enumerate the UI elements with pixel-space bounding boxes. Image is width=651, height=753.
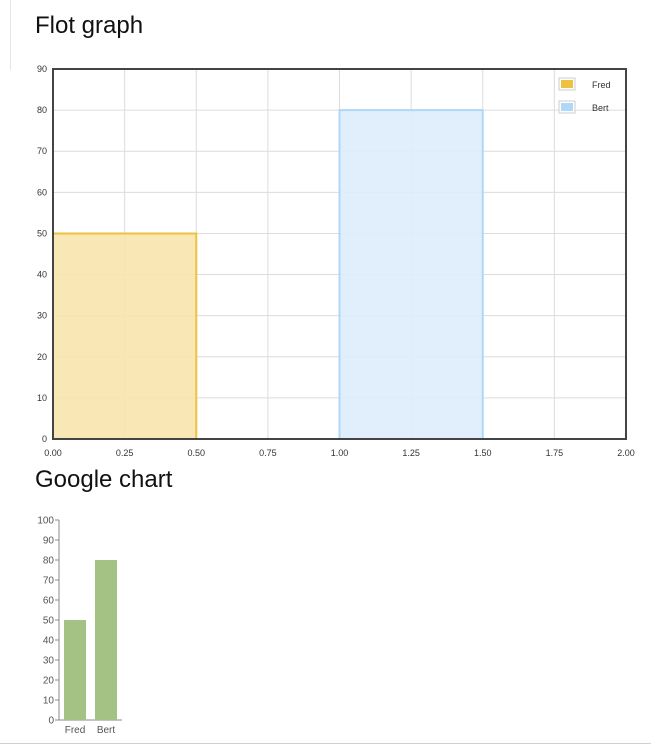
flot-x-tick-label: 1.00 [331, 448, 349, 458]
google-y-tick-label: 90 [43, 536, 55, 547]
flot-x-axis: 0.00 0.25 0.50 0.75 1.00 1.25 1.50 1.75 2.00 [44, 448, 635, 458]
google-y-tick-label: 50 [43, 616, 55, 627]
flot-bar-bert [338, 109, 484, 439]
flot-bar-chart: 0 10 20 30 40 50 60 70 80 90 0.00 0.25 0.50 0.75 1.00… [37, 64, 635, 458]
flot-graph-title: Flot graph [35, 12, 144, 39]
flot-legend: Fred Bert [558, 77, 611, 114]
google-y-tick-label: 100 [37, 516, 54, 527]
flot-x-tick-label: 0.00 [44, 448, 62, 458]
left-divider [10, 0, 11, 70]
flot-y-tick-label: 30 [37, 311, 47, 321]
google-x-label-bert: Bert [97, 725, 116, 736]
flot-x-tick-label: 2.00 [617, 448, 635, 458]
google-y-tick-label: 60 [43, 596, 55, 607]
legend-swatch-fred [561, 80, 573, 88]
google-y-tick-label: 70 [43, 576, 55, 587]
google-bars [64, 560, 117, 720]
flot-bars [52, 109, 484, 439]
flot-x-tick-label: 1.75 [546, 448, 564, 458]
flot-y-tick-label: 90 [37, 64, 47, 74]
google-x-axis: Fred Bert [65, 725, 116, 736]
bottom-divider [0, 743, 651, 744]
flot-y-tick-label: 0 [42, 434, 47, 444]
legend-label-fred: Fred [592, 80, 611, 90]
flot-x-tick-label: 0.75 [259, 448, 277, 458]
google-x-label-fred: Fred [65, 725, 86, 736]
google-bar-fred [64, 620, 86, 720]
google-y-axis: 0 10 20 30 40 50 60 70 80 90 100 [37, 516, 122, 727]
flot-y-tick-label: 70 [37, 146, 47, 156]
flot-bar-fill [339, 110, 483, 439]
google-chart-title: Google chart [35, 466, 173, 493]
flot-y-tick-label: 20 [37, 352, 47, 362]
flot-y-tick-label: 80 [37, 105, 47, 115]
flot-bar-fill [53, 233, 197, 439]
flot-y-axis: 0 10 20 30 40 50 60 70 80 90 [37, 64, 47, 444]
flot-y-tick-label: 50 [37, 228, 47, 238]
flot-x-tick-label: 0.50 [187, 448, 205, 458]
google-y-tick-label: 40 [43, 636, 55, 647]
google-y-tick-label: 30 [43, 656, 55, 667]
flot-x-tick-label: 1.25 [402, 448, 420, 458]
flot-y-tick-label: 40 [37, 270, 47, 280]
google-y-tick-label: 10 [43, 696, 55, 707]
flot-y-tick-label: 10 [37, 393, 47, 403]
legend-label-bert: Bert [592, 103, 609, 113]
flot-y-tick-label: 60 [37, 187, 47, 197]
google-y-tick-label: 0 [48, 716, 54, 727]
flot-x-tick-label: 0.25 [116, 448, 134, 458]
legend-swatch-bert [561, 103, 573, 111]
google-y-tick-label: 80 [43, 556, 55, 567]
flot-plot-frame [52, 68, 627, 440]
flot-x-tick-label: 1.50 [474, 448, 492, 458]
google-y-tick-label: 20 [43, 676, 55, 687]
google-bar-bert [95, 560, 117, 720]
